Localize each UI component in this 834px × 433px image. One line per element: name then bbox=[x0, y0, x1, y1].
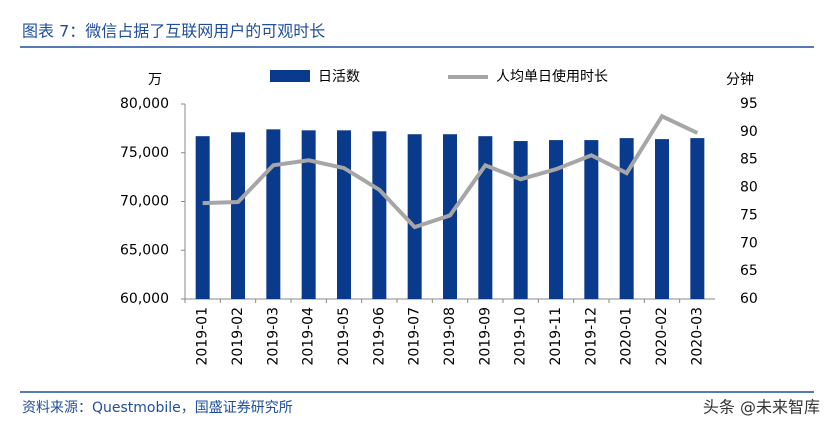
y2-tick-label: 90 bbox=[740, 124, 758, 140]
x-tick-label: 2019-08 bbox=[442, 307, 458, 366]
x-tick-label: 2019-12 bbox=[583, 307, 599, 366]
bar bbox=[407, 134, 422, 299]
bar bbox=[619, 138, 634, 299]
bar bbox=[266, 129, 281, 299]
y2-tick-label: 75 bbox=[740, 207, 758, 223]
y2-tick-label: 60 bbox=[740, 291, 758, 307]
x-tick-label: 2019-06 bbox=[371, 307, 387, 366]
bar bbox=[584, 140, 599, 299]
x-tick-label: 2019-11 bbox=[548, 307, 564, 366]
x-tick-label: 2019-10 bbox=[513, 307, 529, 366]
x-tick-label: 2020-01 bbox=[619, 307, 635, 366]
x-tick-label: 2019-03 bbox=[265, 307, 281, 366]
y2-tick-label: 65 bbox=[740, 263, 758, 279]
bar bbox=[301, 130, 316, 299]
legend-swatch bbox=[270, 70, 310, 82]
x-tick-label: 2019-05 bbox=[336, 307, 352, 366]
bar bbox=[549, 140, 563, 299]
y2-tick-label: 95 bbox=[740, 96, 758, 112]
bar bbox=[195, 136, 210, 299]
bar bbox=[372, 131, 387, 299]
chart-title: 图表 7：微信占据了互联网用户的可观时长 bbox=[22, 22, 325, 41]
y2-tick-label: 70 bbox=[740, 235, 758, 251]
y2-axis-label: 分钟 bbox=[726, 71, 754, 88]
y-tick-label: 75,000 bbox=[120, 145, 169, 161]
bar bbox=[337, 130, 351, 299]
y-tick-label: 80,000 bbox=[120, 96, 169, 112]
x-tick-label: 2020-03 bbox=[689, 307, 705, 366]
bar bbox=[513, 141, 528, 299]
y-tick-label: 70,000 bbox=[120, 194, 169, 210]
x-tick-label: 2019-09 bbox=[477, 307, 493, 366]
bar bbox=[655, 139, 669, 299]
x-tick-label: 2019-07 bbox=[407, 307, 423, 366]
x-tick-label: 2020-02 bbox=[654, 307, 670, 366]
y2-tick-label: 85 bbox=[740, 152, 758, 168]
legend-label: 人均单日使用时长 bbox=[496, 68, 608, 85]
line bbox=[202, 113, 699, 230]
bar bbox=[231, 132, 245, 299]
y-tick-label: 65,000 bbox=[120, 242, 169, 258]
y-axis-label: 万 bbox=[148, 72, 162, 88]
source: 资料来源：Questmobile，国盛证券研究所 bbox=[22, 400, 293, 416]
x-tick-label: 2019-01 bbox=[195, 307, 211, 366]
x-tick-label: 2019-02 bbox=[230, 307, 246, 366]
bar bbox=[690, 138, 705, 299]
bar bbox=[478, 136, 493, 299]
y2-tick-label: 80 bbox=[740, 180, 758, 196]
legend-label: 日活数 bbox=[318, 69, 360, 85]
x-tick-label: 2019-04 bbox=[301, 307, 317, 366]
y-tick-label: 60,000 bbox=[120, 291, 169, 307]
watermark: 头条 @未来智库 bbox=[703, 398, 820, 417]
